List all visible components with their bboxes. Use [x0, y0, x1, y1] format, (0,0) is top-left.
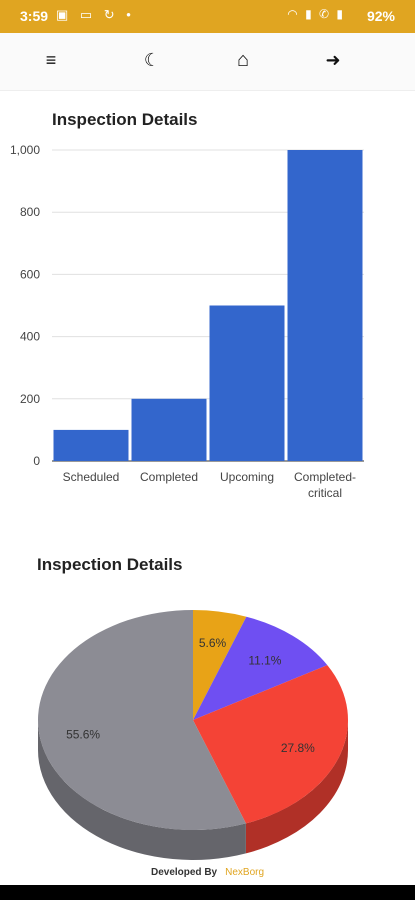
home-icon[interactable]: ⌂ — [236, 49, 250, 71]
pie-slice-label: 27.8% — [281, 741, 315, 755]
pie-slice[interactable] — [193, 610, 247, 720]
pie-slice-label: 5.6% — [199, 636, 227, 650]
status-bar: 3:59 ▣ ▭ ↻ • ◠ ▮ ✆ ▮ 92% — [0, 0, 415, 33]
y-tick-label: 600 — [20, 267, 40, 281]
pie-slice-label: 11.1% — [248, 653, 281, 667]
x-tick-label: Scheduled — [63, 470, 120, 484]
x-tick-label: critical — [308, 486, 342, 500]
notification-icons: ▣ ▭ ↻ • — [56, 7, 135, 22]
bar[interactable] — [131, 398, 207, 461]
system-nav-bar — [0, 885, 415, 900]
x-tick-label: Completed- — [294, 470, 356, 484]
pie-chart-title: Inspection Details — [37, 555, 183, 574]
footer: Developed By NexBorg — [0, 867, 415, 885]
battery-level: 92% — [366, 8, 395, 24]
y-tick-label: 0 — [33, 454, 40, 468]
x-tick-label: Upcoming — [220, 470, 274, 484]
x-tick-label: Completed — [140, 470, 198, 484]
pie-slice[interactable] — [193, 616, 328, 720]
pie-chart: 5.6% 11.1% 27.8% 55.6% — [37, 610, 348, 860]
pie-slice-label: 55.6% — [66, 728, 100, 742]
y-tick-label: 1,000 — [10, 143, 40, 157]
bar-chart: 0 200 400 600 800 1,000 Scheduled Completed Upco… — [10, 143, 364, 500]
top-toolbar: ≡ ☾ ⌂ ➜ — [0, 33, 415, 91]
dark-mode-icon[interactable]: ☾ — [143, 50, 161, 70]
logout-icon[interactable]: ➜ — [325, 50, 341, 70]
bar[interactable] — [209, 305, 285, 462]
pie-slice[interactable] — [193, 665, 348, 824]
pie-slice-side — [38, 720, 246, 860]
brand-link[interactable]: NexBorg — [225, 867, 265, 878]
bar-chart-title: Inspection Details — [52, 110, 198, 129]
connectivity-icons: ◠ ▮ ✆ ▮ — [287, 7, 345, 21]
bar[interactable] — [53, 429, 129, 461]
bar[interactable] — [287, 150, 363, 461]
pie-slice-side — [245, 720, 348, 854]
menu-icon[interactable]: ≡ — [45, 50, 57, 70]
pie-slice[interactable] — [37, 610, 246, 830]
y-tick-label: 400 — [20, 330, 40, 344]
status-time: 3:59 — [20, 8, 49, 24]
developed-by-label: Developed By — [150, 867, 218, 878]
y-tick-label: 800 — [20, 205, 40, 219]
y-tick-label: 200 — [20, 392, 40, 406]
